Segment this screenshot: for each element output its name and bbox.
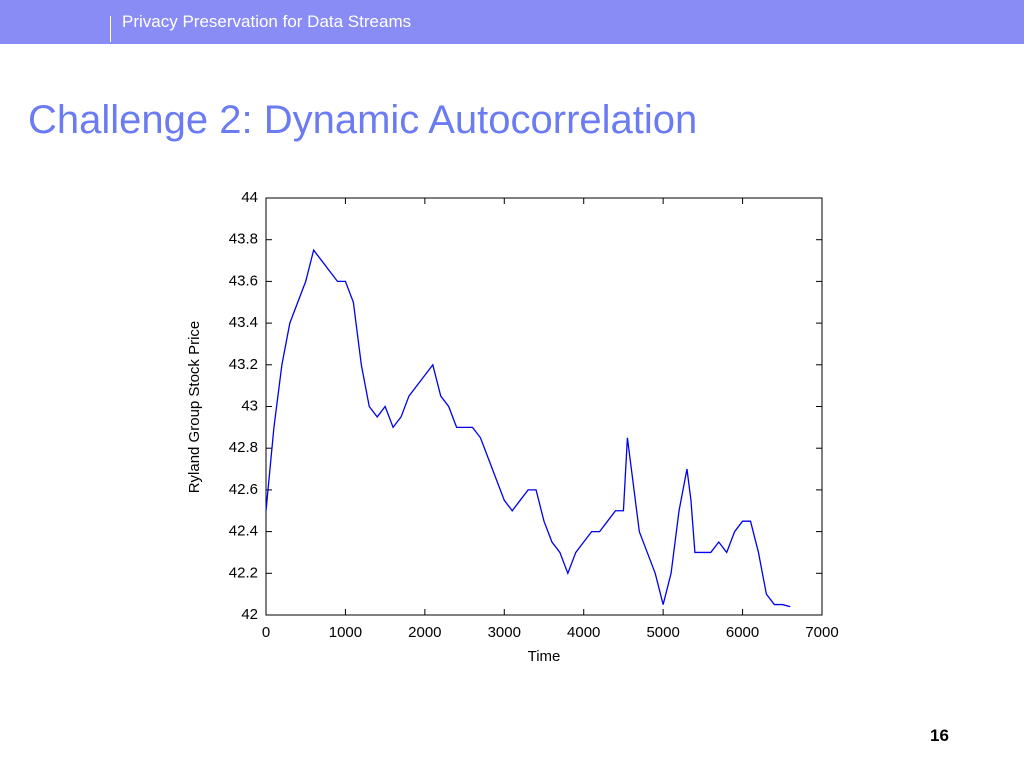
y-tick-label: 42 [241, 606, 258, 623]
y-tick-label: 44 [241, 189, 258, 206]
y-tick-label: 43.2 [229, 356, 258, 373]
plot-frame [265, 197, 823, 616]
y-tick-label: 43.6 [229, 272, 258, 289]
x-tick-label: 2000 [408, 624, 441, 641]
y-tick-label: 42.6 [229, 481, 258, 498]
x-tick-label: 7000 [805, 624, 838, 641]
y-tick-label: 43.8 [229, 231, 258, 248]
x-tick-label: 6000 [726, 624, 759, 641]
page-number: 16 [930, 726, 949, 745]
data-line [265, 248, 791, 608]
y-tick-label: 43 [241, 397, 258, 414]
x-tick-label: 1000 [329, 624, 362, 641]
y-tick-label: 42.2 [229, 564, 258, 581]
x-axis-label: Time [528, 648, 561, 665]
y-tick-label: 42.8 [229, 439, 258, 456]
y-axis-label: Ryland Group Stock Price [186, 321, 203, 494]
x-tick-label: 4000 [567, 624, 600, 641]
y-tick-label: 43.4 [229, 314, 258, 331]
x-tick-label: 0 [262, 624, 270, 641]
header-text: Privacy Preservation for Data Streams [122, 12, 412, 31]
slide-title: Challenge 2: Dynamic Autocorrelation [28, 98, 698, 142]
x-tick-label: 5000 [646, 624, 679, 641]
x-tick-label: 3000 [488, 624, 521, 641]
header-bar: Privacy Preservation for Data Streams [0, 0, 1024, 44]
y-tick-label: 42.4 [229, 523, 258, 540]
